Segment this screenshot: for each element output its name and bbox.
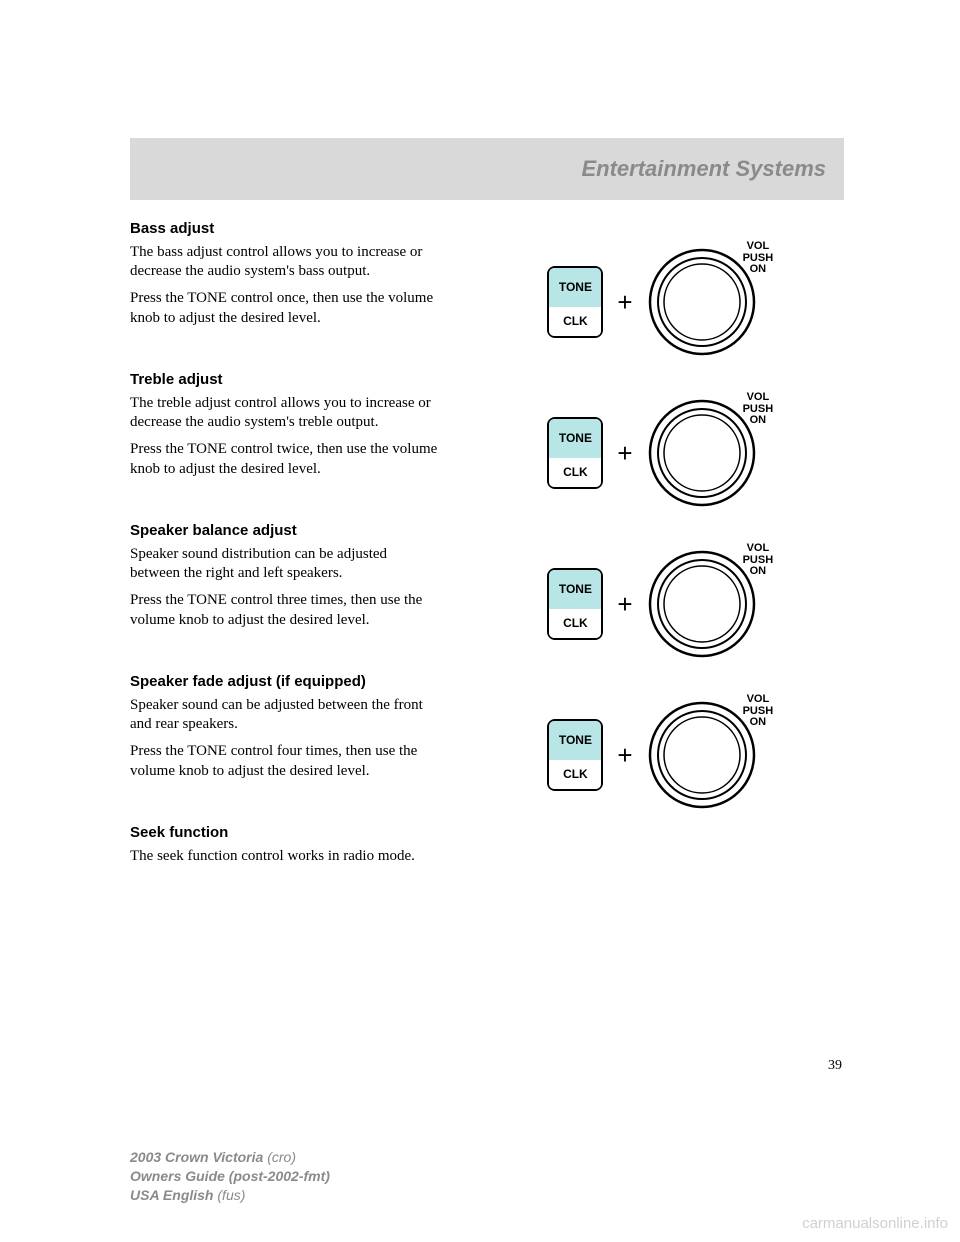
- section-balance: Speaker balance adjust Speaker sound dis…: [130, 522, 844, 659]
- vol-push-on-label: VOL PUSH ON: [743, 543, 774, 578]
- text-bass: The bass adjust control allows you to in…: [130, 243, 440, 357]
- section-treble: Treble adjust The treble adjust control …: [130, 371, 844, 508]
- clk-label: CLK: [549, 609, 601, 638]
- heading-treble: Treble adjust: [130, 371, 844, 388]
- volume-knob-icon: VOL PUSH ON: [647, 247, 757, 357]
- volume-knob-icon: VOL PUSH ON: [647, 549, 757, 659]
- section-body: Speaker sound can be adjusted between th…: [130, 696, 844, 810]
- volume-knob-icon: VOL PUSH ON: [647, 398, 757, 508]
- heading-bass: Bass adjust: [130, 220, 844, 237]
- clk-label: CLK: [549, 760, 601, 789]
- manual-page: Entertainment Systems Bass adjust The ba…: [0, 0, 960, 866]
- tone-button-icon: TONE CLK: [547, 719, 603, 791]
- section-fade: Speaker fade adjust (if equipped) Speake…: [130, 673, 844, 810]
- footer-line: USA English (fus): [130, 1186, 330, 1205]
- paragraph: Speaker sound can be adjusted between th…: [130, 696, 440, 734]
- watermark: carmanualsonline.info: [802, 1215, 948, 1232]
- text-treble: The treble adjust control allows you to …: [130, 394, 440, 508]
- section-body: The treble adjust control allows you to …: [130, 394, 844, 508]
- control-graphic: TONE CLK + VOL PUSH ON: [460, 394, 844, 508]
- text-balance: Speaker sound distribution can be adjust…: [130, 545, 440, 659]
- footer-line: Owners Guide (post-2002-fmt): [130, 1167, 330, 1186]
- tone-label: TONE: [549, 570, 601, 609]
- paragraph: Speaker sound distribution can be adjust…: [130, 545, 440, 583]
- section-bass: Bass adjust The bass adjust control allo…: [130, 220, 844, 357]
- tone-button-icon: TONE CLK: [547, 266, 603, 338]
- heading-balance: Speaker balance adjust: [130, 522, 844, 539]
- tone-button-icon: TONE CLK: [547, 417, 603, 489]
- paragraph: Press the TONE control once, then use th…: [130, 289, 440, 327]
- page-title: Entertainment Systems: [581, 156, 826, 182]
- plus-icon: +: [617, 438, 632, 469]
- paragraph: Press the TONE control four times, then …: [130, 742, 440, 780]
- control-graphic: TONE CLK + VOL PUSH ON: [460, 545, 844, 659]
- tone-button-icon: TONE CLK: [547, 568, 603, 640]
- paragraph: The treble adjust control allows you to …: [130, 394, 440, 432]
- paragraph: Press the TONE control twice, then use t…: [130, 440, 440, 478]
- section-body: The bass adjust control allows you to in…: [130, 243, 844, 357]
- footer: 2003 Crown Victoria (cro) Owners Guide (…: [130, 1148, 330, 1205]
- plus-icon: +: [617, 589, 632, 620]
- heading-fade: Speaker fade adjust (if equipped): [130, 673, 844, 690]
- control-graphic: TONE CLK + VOL PUSH ON: [460, 696, 844, 810]
- vol-push-on-label: VOL PUSH ON: [743, 694, 774, 729]
- section-seek: Seek function The seek function control …: [130, 824, 844, 866]
- heading-seek: Seek function: [130, 824, 844, 841]
- header-band: Entertainment Systems: [130, 138, 844, 200]
- footer-line: 2003 Crown Victoria (cro): [130, 1148, 330, 1167]
- paragraph: The seek function control works in radio…: [130, 847, 844, 866]
- plus-icon: +: [617, 740, 632, 771]
- control-graphic: TONE CLK + VOL PUSH ON: [460, 243, 844, 357]
- tone-label: TONE: [549, 721, 601, 760]
- paragraph: Press the TONE control three times, then…: [130, 591, 440, 629]
- plus-icon: +: [617, 287, 632, 318]
- volume-knob-icon: VOL PUSH ON: [647, 700, 757, 810]
- tone-label: TONE: [549, 419, 601, 458]
- paragraph: The bass adjust control allows you to in…: [130, 243, 440, 281]
- text-seek: The seek function control works in radio…: [130, 847, 844, 866]
- page-number: 39: [828, 1058, 842, 1074]
- vol-push-on-label: VOL PUSH ON: [743, 241, 774, 276]
- clk-label: CLK: [549, 458, 601, 487]
- text-fade: Speaker sound can be adjusted between th…: [130, 696, 440, 810]
- clk-label: CLK: [549, 307, 601, 336]
- tone-label: TONE: [549, 268, 601, 307]
- section-body: Speaker sound distribution can be adjust…: [130, 545, 844, 659]
- vol-push-on-label: VOL PUSH ON: [743, 392, 774, 427]
